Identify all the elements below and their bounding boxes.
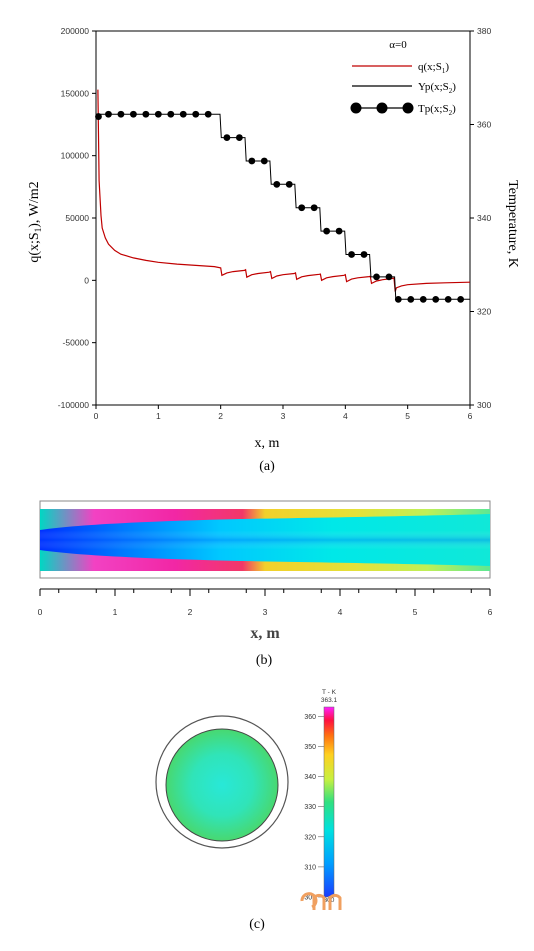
legend-title: α=0 [389,39,407,51]
x-tick-label: 1 [156,411,161,421]
y-tick-label: -100000 [58,400,89,410]
x-axis-label-b: x, m [250,625,280,642]
y-tick-label: 200000 [61,26,90,36]
tp-marker-point [235,134,243,141]
tp-marker-point [385,273,393,281]
tp-marker-point [457,295,465,303]
tp-marker-point [192,110,200,118]
q-series-line [97,89,471,292]
tp-marker-point [248,157,256,165]
caption-c: (c) [249,917,265,932]
tp-marker-point [310,204,318,212]
colorbar-tick-label: 320 [304,834,316,841]
yp-series-line [96,113,470,300]
colorbar-tick-label: 360 [304,714,316,721]
y-tick-label: 150000 [61,88,90,98]
tp-marker-point [419,295,427,303]
x-tick-label-b: 5 [413,607,418,617]
y2-tick-label: 340 [477,213,491,223]
tp-marker-point [298,204,306,212]
x-tick-label-b: 1 [113,607,118,617]
tp-marker-point [204,110,212,118]
tp-marker-point [285,180,293,188]
tp-marker-point [323,227,331,235]
legend-label: Tp(x;S2) [418,103,456,117]
tp-marker-point [348,251,355,258]
y-tick-label: -50000 [63,338,90,348]
tp-marker-point [373,273,380,281]
chart-panel-a: 0 1 2 3 4 5 6 200000 150000 100000 50000 0 -50000 -10… [58,26,492,421]
tp-marker-point [444,295,452,303]
y2-tick-label: 320 [477,307,491,317]
colorbar-ticks: 360 350 340 330 320 310 300 [304,714,324,902]
legend: α=0 q(x;S1) Yp(x;S2) Tp(x;S2) [350,39,456,117]
tp-marker-point [179,110,187,118]
tp-marker-point [95,113,102,120]
caption-b: (b) [256,653,273,668]
tp-marker-point [260,157,268,165]
y2-tick-label: 360 [477,120,491,130]
tp-marker-point [394,295,402,303]
x-tick-label-b: 3 [263,607,268,617]
tp-marker-point [130,110,137,118]
legend-marker [350,102,362,114]
tp-marker-point [167,110,175,118]
x-axis-label: x, m [255,436,280,451]
caption-a: (a) [259,459,275,474]
y2-axis-label: Temperature, K [505,180,520,268]
x-tick-label: 6 [468,411,473,421]
colorbar-tick-label: 310 [304,864,316,871]
tp-marker-point [407,295,415,303]
logo-icon [300,892,342,910]
tp-marker-point [142,110,150,118]
x-tick-label-b: 4 [338,607,343,617]
legend-label: q(x;S1) [418,61,449,75]
colorbar-title: T - K [322,689,337,696]
series-layer [95,89,471,303]
tp-marker-point [223,134,231,141]
tp-marker-point [273,180,281,188]
legend-marker [376,102,388,114]
x-tick-label: 2 [218,411,223,421]
y2-tick-label: 380 [477,26,491,36]
y2-tick-label: 300 [477,400,491,410]
y-tick-label: 0 [84,275,89,285]
x-tick-label-b: 2 [188,607,193,617]
y-tick-label: 100000 [61,151,90,161]
plot-frame [95,30,471,406]
pipe-hot-wall-bottom [40,550,490,571]
tp-marker-point [117,110,125,118]
x-tick-label-b: 6 [488,607,493,617]
pipe-hot-wall-top [40,509,490,530]
x-ticks-b: 0 1 2 3 4 5 6 [38,589,493,617]
x-tick-label: 5 [405,411,410,421]
x-tick-label: 0 [94,411,99,421]
tp-marker-point [154,110,162,118]
legend-marker [402,102,414,114]
colorbar-tick-label: 350 [304,744,316,751]
pipe-contour-panel-b: 0 1 2 3 4 5 6 [38,500,493,617]
colorbar-tick-label: 330 [304,804,316,811]
y-axis-label: q(x;S1), W/m2 [27,181,43,262]
tp-marker-point [335,227,343,235]
x-tick-label: 3 [281,411,286,421]
x-tick-label: 4 [343,411,348,421]
tp-marker-point [105,110,112,118]
tp-marker-point [432,295,440,303]
legend-label: Yp(x;S2) [418,81,456,95]
axis-ticks: 0 1 2 3 4 5 6 200000 150000 100000 50000 0 -50000 -10… [58,26,492,421]
cross-section-panel-c: T - K 363.1 360 350 340 330 320 310 300 300 [155,689,342,910]
fluid-temperature-contour [165,728,279,842]
colorbar-max: 363.1 [321,697,338,704]
colorbar-tick-label: 340 [304,774,316,781]
colorbar-tick-label: 300 [304,895,316,902]
y-tick-label: 50000 [65,213,89,223]
colorbar [323,706,335,898]
tp-marker-point [360,251,368,258]
x-tick-label-b: 0 [38,607,43,617]
